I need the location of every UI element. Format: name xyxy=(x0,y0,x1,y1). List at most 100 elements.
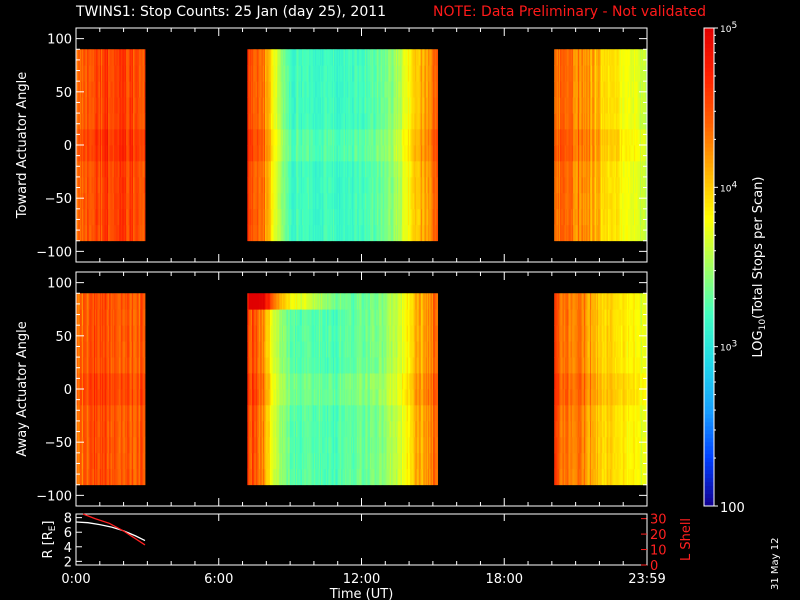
heat-cell xyxy=(104,81,107,98)
heat-cell xyxy=(80,309,83,326)
heat-cell xyxy=(291,224,293,242)
heat-cell xyxy=(570,192,573,210)
heat-cell xyxy=(574,129,577,146)
heat-cell xyxy=(369,208,372,226)
heat-cell xyxy=(120,357,122,374)
heat-cell xyxy=(604,160,606,178)
heat-cell xyxy=(312,129,315,146)
heat-cell xyxy=(118,325,121,342)
heat-cell xyxy=(93,65,96,82)
heat-cell xyxy=(122,113,124,130)
heat-cell xyxy=(362,145,365,162)
heat-cell xyxy=(297,145,299,162)
heat-cell xyxy=(279,176,282,194)
heat-cell xyxy=(313,224,316,242)
heat-cell xyxy=(323,129,326,146)
heat-cell xyxy=(296,65,298,82)
heat-cell xyxy=(416,224,418,242)
heat-cell xyxy=(121,208,123,226)
heat-cell xyxy=(343,208,346,226)
heat-cell xyxy=(635,224,637,242)
heat-cell xyxy=(344,129,347,146)
heat-cell xyxy=(430,49,433,66)
heat-cell xyxy=(598,208,600,226)
heat-cell xyxy=(636,208,638,226)
heat-cell xyxy=(334,192,336,210)
heat-cell xyxy=(285,129,287,146)
heat-cell xyxy=(86,97,89,114)
heat-cell xyxy=(103,436,105,454)
heat-cell xyxy=(612,65,615,82)
heat-cell xyxy=(122,452,124,470)
heat-cell xyxy=(338,176,341,194)
heat-cell xyxy=(330,176,333,194)
heat-cell xyxy=(612,224,615,242)
heat-cell xyxy=(574,192,577,210)
heat-cell xyxy=(128,129,130,146)
heat-cell xyxy=(115,436,117,454)
heat-cell xyxy=(86,160,89,178)
heat-cell xyxy=(365,176,367,194)
heat-cell xyxy=(267,224,270,242)
heat-cell xyxy=(268,129,271,146)
heat-cell xyxy=(592,145,594,162)
heat-cell xyxy=(262,176,265,194)
heat-cell xyxy=(122,389,124,406)
heat-cell xyxy=(638,97,641,114)
heat-cell xyxy=(595,160,598,178)
heat-cell xyxy=(376,81,379,98)
heat-cell xyxy=(307,192,310,210)
heat-cell xyxy=(248,192,251,210)
y-tick-label: 50 xyxy=(55,86,72,101)
heat-cell xyxy=(267,192,270,210)
heat-cell xyxy=(597,49,599,66)
heat-cell xyxy=(287,160,290,178)
heat-cell xyxy=(601,208,604,226)
heat-cell xyxy=(349,176,352,194)
heat-cell xyxy=(387,176,390,194)
heat-cell xyxy=(285,49,287,66)
heat-cell xyxy=(120,224,122,242)
heat-cell xyxy=(399,224,402,242)
heat-cell xyxy=(108,145,110,162)
heat-cell xyxy=(588,97,591,114)
heat-cell xyxy=(429,160,431,178)
heat-cell xyxy=(81,49,84,66)
heat-cell xyxy=(412,65,415,82)
heat-cell xyxy=(112,404,115,422)
heat-cell xyxy=(139,81,141,98)
heat-cell xyxy=(636,129,638,146)
heat-cell xyxy=(77,436,79,454)
heat-cell xyxy=(288,192,291,210)
heat-cell xyxy=(262,160,265,178)
heat-cell xyxy=(419,49,422,66)
heat-cell xyxy=(130,341,133,358)
heat-cell xyxy=(262,208,265,226)
heat-cell xyxy=(418,113,421,130)
heat-cell xyxy=(404,81,406,98)
heat-cell xyxy=(298,192,301,210)
heat-cell xyxy=(89,436,91,454)
heat-cell xyxy=(266,224,268,242)
heat-cell xyxy=(573,81,575,98)
heat-cell xyxy=(562,160,565,178)
heat-cell xyxy=(430,129,433,146)
heat-cell xyxy=(632,81,635,98)
heat-cell xyxy=(572,160,574,178)
heat-cell xyxy=(346,176,348,194)
heat-cell xyxy=(96,373,98,390)
heat-cell xyxy=(123,436,126,454)
heat-cell xyxy=(350,192,353,210)
heat-cell xyxy=(592,224,594,242)
heat-cell xyxy=(587,113,590,130)
heat-cell xyxy=(332,160,335,178)
heat-cell xyxy=(324,208,327,226)
heat-cell xyxy=(274,176,277,194)
heat-cell xyxy=(411,129,414,146)
heat-cell xyxy=(143,208,146,226)
heat-cell xyxy=(117,81,120,98)
heat-cell xyxy=(103,176,105,194)
heat-cell xyxy=(317,208,320,226)
heat-cell xyxy=(635,160,637,178)
heat-cell xyxy=(139,65,141,82)
